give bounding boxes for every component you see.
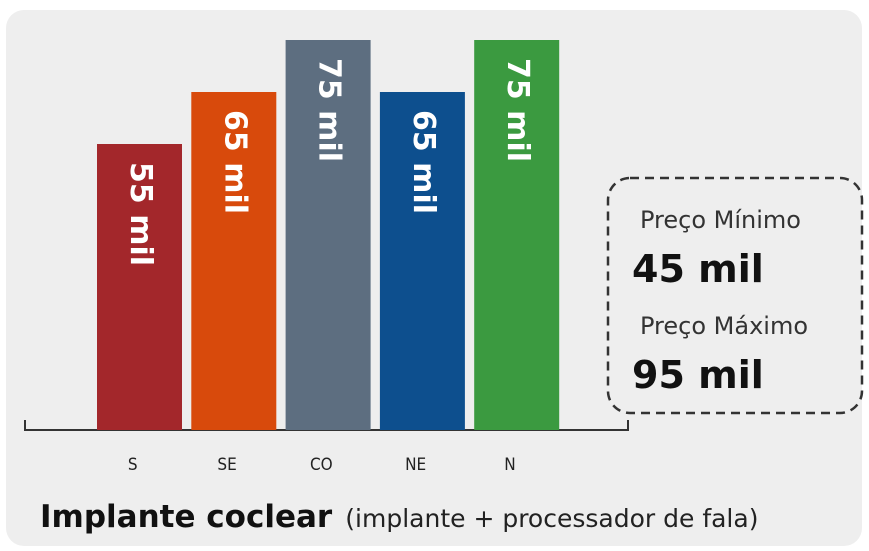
value-label: 75 mil [500,58,535,162]
bar [191,92,277,430]
bar [97,144,182,430]
x-tick-label: CO [310,455,333,475]
x-tick-label: SE [217,455,236,475]
value-label: 55 mil [123,162,158,266]
annotation: 45 mil [632,247,764,291]
value-label: 65 mil [406,110,441,214]
value-label: 65 mil [217,110,252,214]
x-tick-label: S [128,455,138,475]
annotation: Preço Mínimo [640,206,801,234]
chart-subtitle: (implante + processador de fala) [345,504,758,533]
chart-title: Implante coclear [40,499,333,535]
x-tick-label: NE [405,455,426,475]
title-line: Implante coclear (implante + processador… [40,499,758,535]
annotation: Preço Máximo [640,312,808,340]
x-tick-label: N [504,455,515,475]
value-label: 75 mil [312,58,347,162]
bar [379,92,465,430]
price-box [606,176,864,415]
bar [474,40,560,430]
annotation: 95 mil [632,353,764,397]
bar [285,40,371,430]
